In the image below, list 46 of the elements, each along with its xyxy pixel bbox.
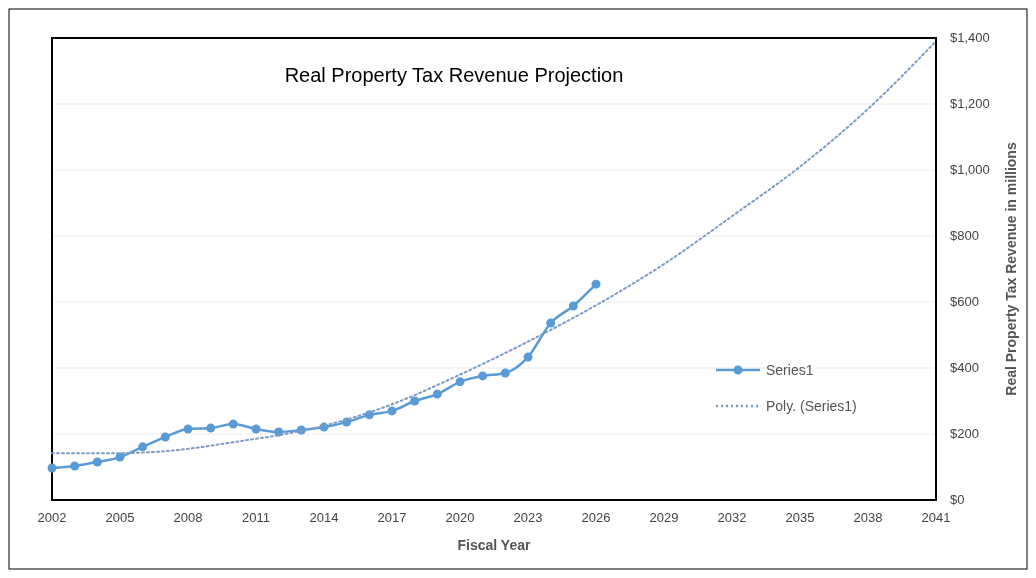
y2-tick-label: $200 — [950, 426, 979, 441]
point — [500, 368, 510, 378]
y2-tick-label: $400 — [950, 360, 979, 375]
point — [478, 371, 488, 381]
y2-tick-label: $600 — [950, 294, 979, 309]
point — [47, 463, 57, 473]
point — [92, 457, 102, 467]
y2-tick-label: $800 — [950, 228, 979, 243]
y2-tick-label: $1,000 — [950, 162, 990, 177]
point — [387, 406, 397, 416]
x-tick-label: 2038 — [853, 510, 883, 525]
x-tick-label: 2020 — [445, 510, 475, 525]
text: Real Property Tax Revenue Projection — [284, 64, 624, 86]
x-tick-label: 2041 — [921, 510, 951, 525]
point — [206, 423, 216, 433]
y2-tick-label: $1,200 — [950, 96, 990, 111]
x-tick-label: 2029 — [649, 510, 679, 525]
point — [410, 396, 420, 406]
point — [432, 389, 442, 399]
x-tick-label: 2008 — [173, 510, 203, 525]
y2-tick-label: $0 — [950, 492, 965, 507]
x-axis-title: Fiscal Year — [457, 537, 531, 553]
y2-tick-label: $1,400 — [950, 30, 990, 45]
legend-label: Poly. (Series1) — [766, 398, 857, 414]
point — [138, 442, 148, 452]
x-tick-label: 2032 — [717, 510, 747, 525]
point — [70, 461, 80, 471]
point — [523, 352, 533, 362]
point — [160, 432, 170, 442]
y2-axis-title: Real Property Tax Revenue in millions — [1003, 142, 1019, 396]
x-tick-label: 2011 — [242, 510, 270, 525]
x-tick-label: 2005 — [105, 510, 135, 525]
point — [591, 279, 601, 289]
point — [546, 318, 556, 328]
legend-label: Series1 — [766, 362, 814, 378]
point — [228, 419, 238, 429]
x-tick-label: 2014 — [309, 510, 339, 525]
point — [183, 424, 193, 434]
point — [251, 424, 261, 434]
x-tick-label: 2017 — [377, 510, 407, 525]
x-tick-label: 2026 — [581, 510, 611, 525]
x-tick-label: 2035 — [785, 510, 815, 525]
x-tick-label: 2023 — [513, 510, 543, 525]
point — [568, 301, 578, 311]
point — [455, 377, 465, 387]
x-tick-label: 2002 — [37, 510, 67, 525]
